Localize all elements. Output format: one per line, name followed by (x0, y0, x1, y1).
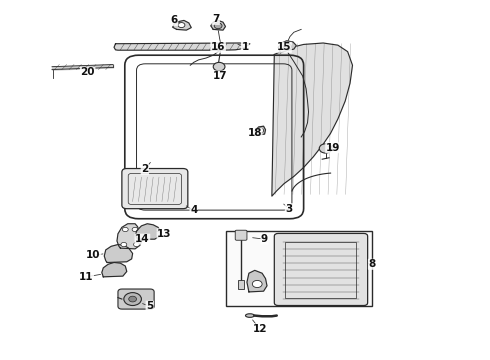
Bar (285, 242, 356, 298)
Circle shape (134, 242, 140, 247)
Text: 5: 5 (146, 301, 153, 311)
Text: 12: 12 (252, 324, 267, 334)
Polygon shape (278, 41, 296, 53)
Circle shape (132, 227, 138, 231)
Circle shape (124, 293, 142, 306)
Polygon shape (102, 262, 127, 277)
Polygon shape (211, 21, 225, 30)
Circle shape (252, 280, 262, 288)
Text: 14: 14 (135, 234, 150, 244)
Text: 16: 16 (211, 42, 225, 52)
FancyBboxPatch shape (274, 233, 368, 306)
Text: 9: 9 (261, 234, 268, 244)
Circle shape (257, 128, 264, 133)
FancyBboxPatch shape (118, 289, 154, 309)
Polygon shape (172, 21, 191, 30)
Circle shape (129, 296, 137, 302)
FancyBboxPatch shape (122, 168, 188, 209)
Circle shape (121, 242, 127, 247)
Text: 6: 6 (171, 15, 178, 26)
Text: 18: 18 (247, 129, 262, 138)
Text: 4: 4 (190, 206, 197, 216)
Bar (238, 280, 244, 289)
Text: 20: 20 (80, 67, 95, 77)
Circle shape (284, 44, 292, 49)
FancyBboxPatch shape (235, 230, 247, 240)
Text: 13: 13 (157, 229, 171, 239)
Polygon shape (117, 224, 143, 249)
Text: 10: 10 (86, 250, 101, 260)
Text: 15: 15 (277, 42, 292, 52)
Polygon shape (272, 43, 352, 196)
Ellipse shape (245, 314, 254, 318)
Circle shape (319, 144, 332, 153)
Text: 17: 17 (213, 71, 228, 81)
Polygon shape (114, 43, 250, 50)
Polygon shape (255, 126, 266, 135)
Bar (226, 231, 372, 306)
Polygon shape (136, 224, 161, 239)
Text: 7: 7 (212, 14, 220, 24)
Text: 2: 2 (141, 164, 148, 174)
Text: 3: 3 (285, 204, 293, 214)
Circle shape (122, 227, 128, 231)
Polygon shape (247, 270, 267, 292)
Circle shape (214, 23, 222, 29)
Text: 11: 11 (79, 272, 94, 282)
Polygon shape (104, 244, 133, 262)
Text: 8: 8 (368, 259, 376, 269)
Circle shape (213, 62, 225, 71)
Circle shape (178, 23, 185, 28)
Text: 1: 1 (242, 42, 248, 52)
Text: 19: 19 (326, 143, 340, 153)
